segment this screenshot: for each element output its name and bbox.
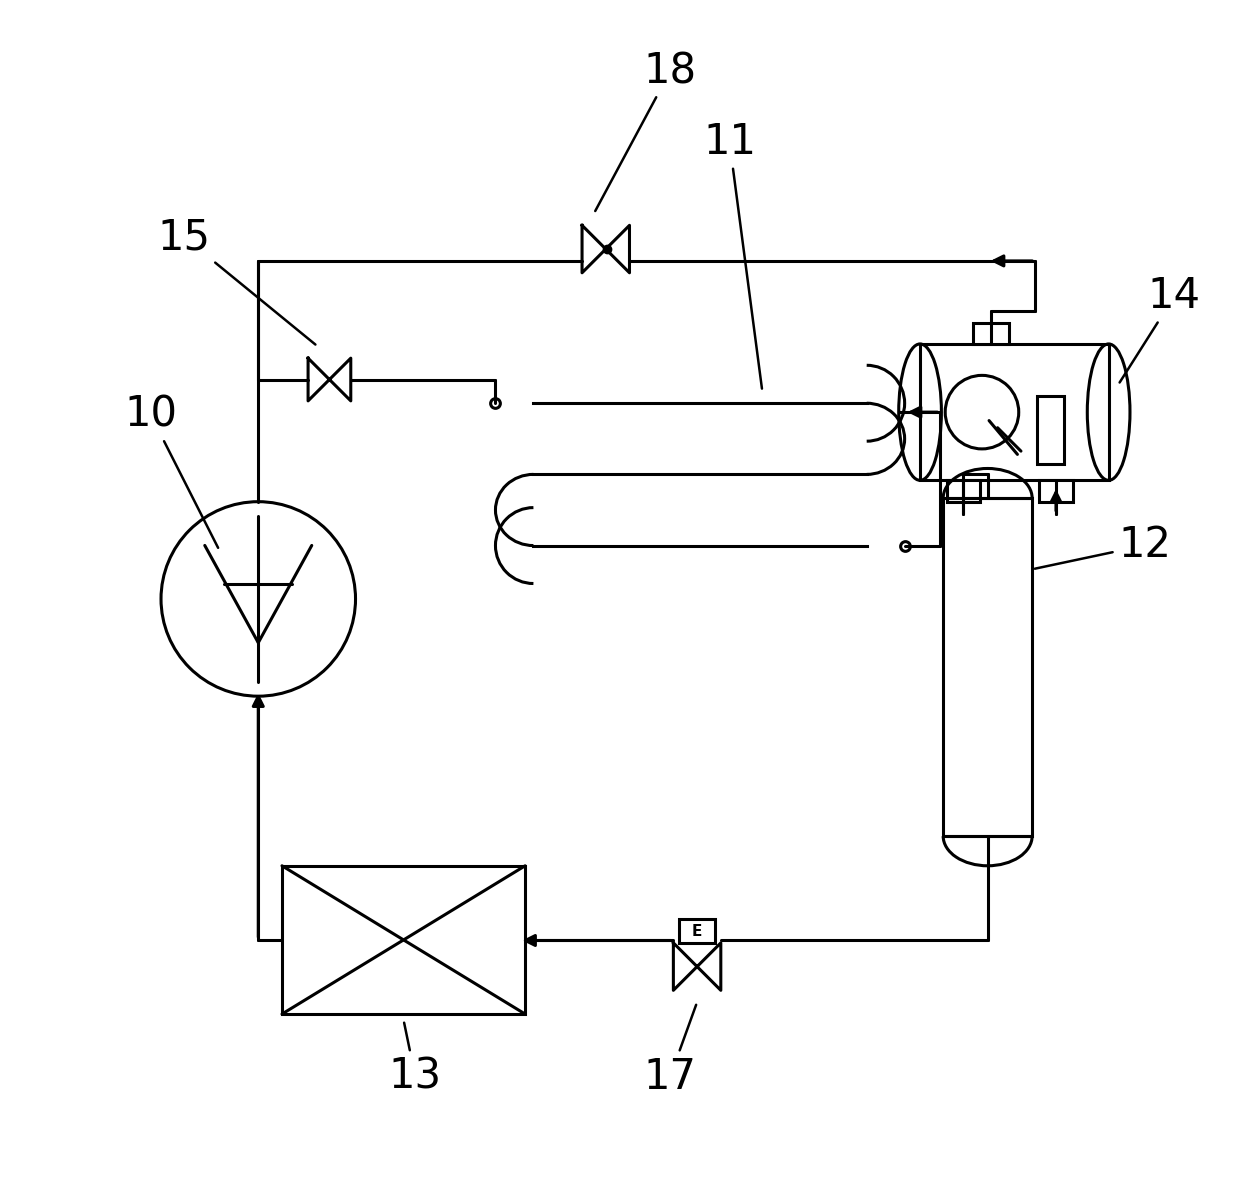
Text: 18: 18 xyxy=(595,50,697,211)
Text: 14: 14 xyxy=(1120,275,1200,383)
Text: 12: 12 xyxy=(1035,524,1171,569)
Bar xyxy=(1038,396,1064,464)
Bar xyxy=(973,323,1009,344)
Bar xyxy=(947,480,980,502)
Text: 11: 11 xyxy=(703,121,761,389)
Text: 13: 13 xyxy=(388,1022,441,1098)
Text: 17: 17 xyxy=(644,1005,697,1098)
Bar xyxy=(1039,480,1073,502)
Text: E: E xyxy=(692,924,702,938)
Bar xyxy=(920,344,1109,480)
Bar xyxy=(944,498,1032,836)
Bar xyxy=(281,866,525,1014)
Text: 15: 15 xyxy=(157,216,315,345)
Bar xyxy=(680,919,715,943)
Text: 10: 10 xyxy=(124,394,218,548)
